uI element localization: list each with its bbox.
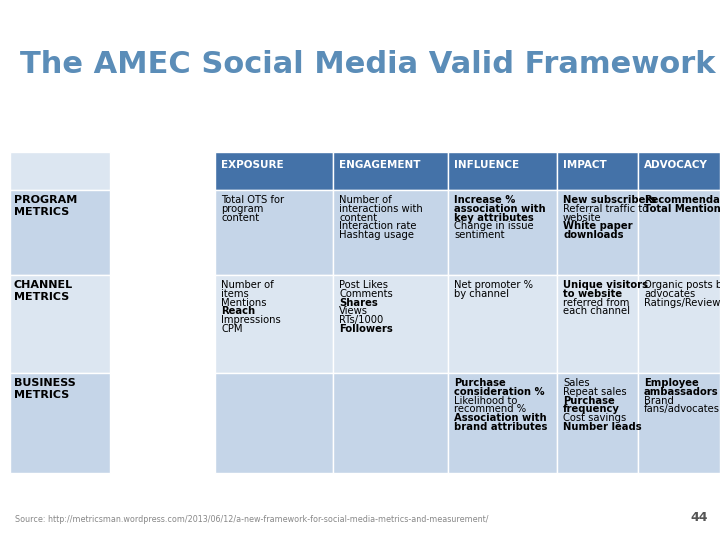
Text: ambassadors: ambassadors: [644, 387, 719, 397]
Text: CHANNEL
METRICS: CHANNEL METRICS: [14, 280, 73, 302]
Bar: [448, 190, 557, 275]
Text: CPM: CPM: [221, 324, 243, 334]
Bar: [10, 190, 110, 275]
Text: Number of: Number of: [221, 280, 274, 290]
Bar: [333, 152, 448, 190]
Text: content: content: [221, 213, 259, 222]
Text: Ratings/Reviews: Ratings/Reviews: [644, 298, 720, 307]
Text: key attributes: key attributes: [454, 213, 534, 222]
Text: Unique visitors: Unique visitors: [563, 280, 648, 290]
Text: Increase %: Increase %: [454, 195, 516, 205]
Text: RTs/1000: RTs/1000: [339, 315, 383, 325]
Bar: [557, 190, 638, 275]
Text: interactions with: interactions with: [339, 204, 423, 214]
Text: BUSINESS
METRICS: BUSINESS METRICS: [14, 378, 76, 400]
Bar: [215, 190, 333, 275]
Text: ENGAGEMENT: ENGAGEMENT: [339, 160, 420, 170]
Text: fans/advocates: fans/advocates: [644, 404, 720, 414]
Bar: [448, 373, 557, 473]
Text: to website: to website: [563, 289, 622, 299]
Text: Number leads: Number leads: [563, 422, 642, 432]
Text: each channel: each channel: [563, 306, 630, 316]
Text: Views: Views: [339, 306, 368, 316]
Text: downloads: downloads: [563, 230, 624, 240]
Text: advocates: advocates: [644, 289, 696, 299]
Text: IMPACT: IMPACT: [563, 160, 607, 170]
Text: Total OTS for: Total OTS for: [221, 195, 284, 205]
Text: The AMEC Social Media Valid Framework: The AMEC Social Media Valid Framework: [20, 50, 716, 79]
Text: Change in issue: Change in issue: [454, 221, 534, 231]
Bar: [638, 275, 720, 373]
Text: Impressions: Impressions: [221, 315, 281, 325]
Text: referred from: referred from: [563, 298, 629, 307]
Text: Repeat sales: Repeat sales: [563, 387, 626, 397]
Bar: [638, 190, 720, 275]
Text: brand attributes: brand attributes: [454, 422, 547, 432]
Bar: [10, 275, 110, 373]
Text: Brand: Brand: [644, 395, 674, 406]
Text: website: website: [563, 213, 602, 222]
Bar: [215, 373, 333, 473]
Bar: [333, 373, 448, 473]
Bar: [557, 373, 638, 473]
Text: Hashtag usage: Hashtag usage: [339, 230, 414, 240]
Bar: [10, 373, 110, 473]
Text: Purchase: Purchase: [454, 378, 505, 388]
Text: association with: association with: [454, 204, 546, 214]
Bar: [638, 152, 720, 190]
Bar: [557, 152, 638, 190]
Text: Referral traffic to: Referral traffic to: [563, 204, 648, 214]
Text: EXPOSURE: EXPOSURE: [221, 160, 284, 170]
Text: items: items: [221, 289, 248, 299]
Text: Followers: Followers: [339, 324, 392, 334]
Text: Organic posts by: Organic posts by: [644, 280, 720, 290]
Text: ADVOCACY: ADVOCACY: [644, 160, 708, 170]
Bar: [215, 152, 333, 190]
Text: Number of: Number of: [339, 195, 392, 205]
Text: New subscribers: New subscribers: [563, 195, 656, 205]
Bar: [10, 152, 110, 190]
Text: Total Mentions %: Total Mentions %: [644, 204, 720, 214]
Text: content: content: [339, 213, 377, 222]
Text: Purchase: Purchase: [563, 395, 615, 406]
Text: Net promoter %: Net promoter %: [454, 280, 533, 290]
Text: Shares: Shares: [339, 298, 378, 307]
Text: Post Likes: Post Likes: [339, 280, 388, 290]
Text: White paper: White paper: [563, 221, 633, 231]
Text: Comments: Comments: [339, 289, 392, 299]
Text: 44: 44: [690, 511, 708, 524]
Text: Cost savings: Cost savings: [563, 413, 626, 423]
Bar: [215, 275, 333, 373]
Text: by channel: by channel: [454, 289, 509, 299]
Text: Mentions: Mentions: [221, 298, 266, 307]
Text: program: program: [221, 204, 264, 214]
Text: Association with: Association with: [454, 413, 546, 423]
Text: recommend %: recommend %: [454, 404, 526, 414]
Text: frequency: frequency: [563, 404, 620, 414]
Text: Recommendation/: Recommendation/: [644, 195, 720, 205]
Bar: [448, 152, 557, 190]
Text: Employee: Employee: [644, 378, 698, 388]
Bar: [638, 373, 720, 473]
Text: consideration %: consideration %: [454, 387, 544, 397]
Text: Likelihood to: Likelihood to: [454, 395, 518, 406]
Bar: [333, 190, 448, 275]
Bar: [557, 275, 638, 373]
Text: Sales: Sales: [563, 378, 590, 388]
Bar: [448, 275, 557, 373]
Text: PROGRAM
METRICS: PROGRAM METRICS: [14, 195, 77, 217]
Text: Source: http://metricsman.wordpress.com/2013/06/12/a-new-framework-for-social-me: Source: http://metricsman.wordpress.com/…: [15, 515, 488, 524]
Text: Interaction rate: Interaction rate: [339, 221, 416, 231]
Text: sentiment: sentiment: [454, 230, 505, 240]
Text: INFLUENCE: INFLUENCE: [454, 160, 519, 170]
Text: Reach: Reach: [221, 306, 255, 316]
Bar: [333, 275, 448, 373]
